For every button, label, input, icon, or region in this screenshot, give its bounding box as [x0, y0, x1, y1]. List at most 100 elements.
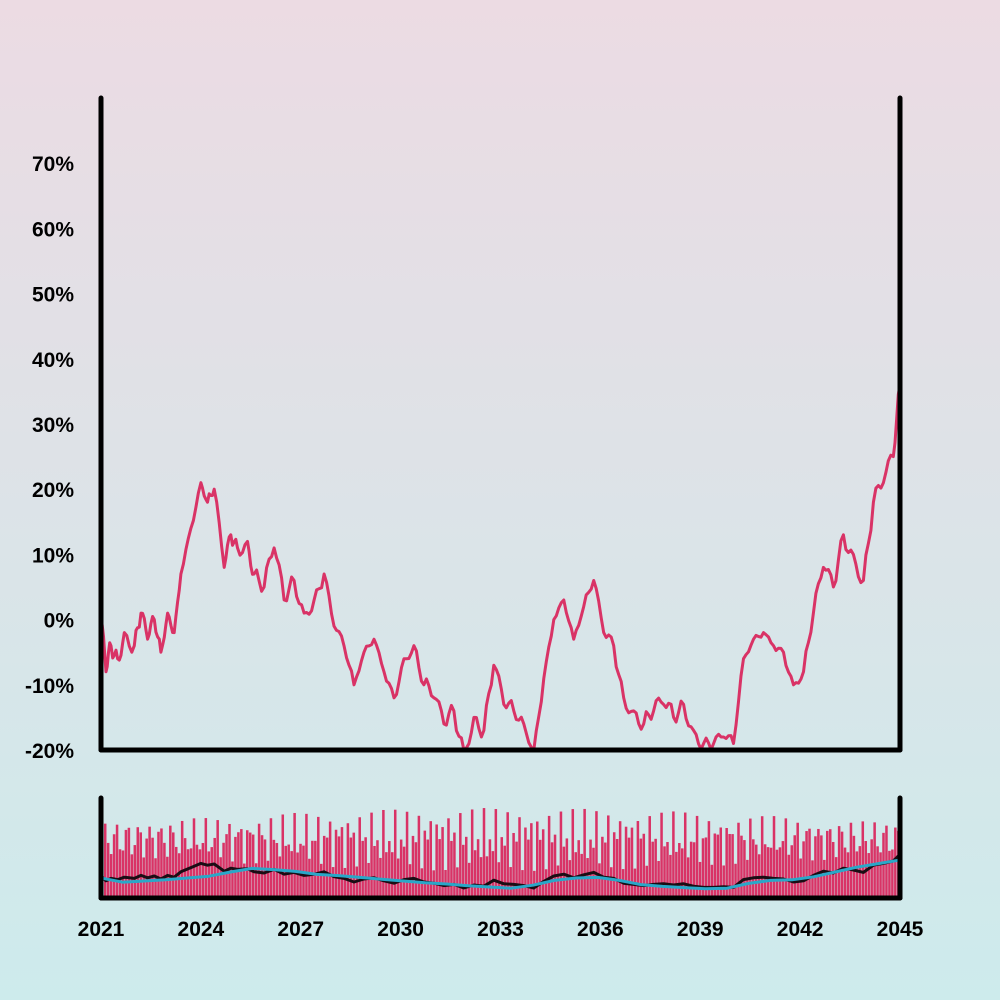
volume-bar: [823, 859, 826, 898]
volume-bar: [396, 858, 400, 898]
volume-bar: [462, 844, 465, 898]
volume-bar: [491, 851, 495, 898]
volume-bar: [385, 852, 388, 898]
volume-bar: [192, 818, 196, 898]
volume-bar: [651, 841, 654, 898]
volume-bar: [556, 865, 560, 898]
volume-bar: [802, 841, 805, 898]
volume-bar: [293, 812, 296, 898]
volume-bar: [873, 822, 876, 898]
volume-bar: [627, 837, 631, 898]
volume-bar: [515, 841, 518, 898]
volume-bar: [325, 837, 329, 898]
y-tick-label: -20%: [25, 740, 74, 763]
volume-bar: [438, 839, 441, 898]
volume-bar: [331, 867, 335, 898]
volume-bar: [311, 840, 314, 898]
volume-bar: [506, 812, 509, 898]
volume-bar: [760, 816, 764, 898]
volume-bar: [376, 840, 379, 898]
volume-bar: [399, 839, 403, 898]
volume-bar: [485, 856, 489, 898]
volume-bar: [639, 838, 643, 898]
volume-bar: [453, 832, 456, 898]
x-tick-label: 2027: [277, 918, 324, 941]
volume-bar: [837, 826, 841, 898]
volume-bar: [609, 867, 613, 898]
volume-bar: [198, 849, 202, 898]
volume-bar: [867, 853, 870, 898]
volume-bar: [583, 808, 586, 898]
volume-bar: [388, 841, 391, 898]
volume-bar: [467, 862, 471, 898]
volume-bar: [257, 823, 261, 898]
volume-bar: [266, 860, 270, 898]
volume-bar: [216, 820, 219, 898]
y-tick-label: 60%: [32, 218, 74, 241]
volume-bar: [749, 818, 752, 898]
volume-bar: [290, 851, 293, 898]
volume-bar: [734, 863, 737, 898]
volume-bar: [251, 834, 255, 898]
volume-bar: [615, 839, 619, 898]
volume-bar: [414, 842, 418, 898]
volume-bar: [500, 837, 504, 898]
volume-bar: [346, 823, 350, 898]
volume-bar: [476, 839, 480, 898]
volume-bar: [601, 836, 604, 898]
x-axis-tick-labels: 2021 2024 2027 2030 2033 2036 2039 2042 2045: [78, 918, 924, 941]
volume-bar: [550, 842, 554, 898]
volume-bar: [565, 838, 569, 898]
volume-bar: [281, 814, 285, 898]
volume-bar: [340, 827, 344, 898]
volume-bar: [695, 815, 699, 898]
volume-bar: [228, 823, 231, 898]
volume-bar: [527, 839, 530, 898]
volume-bar: [337, 836, 341, 898]
y-tick-label: 0%: [44, 610, 75, 633]
volume-bar: [393, 809, 397, 898]
volume-bar: [666, 842, 669, 898]
volume-bar: [826, 830, 829, 898]
volume-bar: [831, 841, 835, 898]
volume-bar: [334, 829, 338, 898]
volume-bar: [166, 856, 169, 898]
volume-bar: [731, 834, 734, 898]
volume-bar: [518, 817, 521, 898]
volume-bar: [713, 833, 717, 898]
volume-bar: [828, 829, 832, 898]
volume-bar: [254, 863, 258, 898]
volume-bar: [112, 834, 116, 898]
volume-bar: [683, 812, 687, 898]
volume-bar: [317, 816, 320, 898]
series-line: [101, 384, 900, 750]
volume-bar: [817, 828, 820, 898]
volume-bar: [624, 826, 628, 898]
volume-bar: [571, 809, 575, 898]
volume-bar: [234, 836, 237, 898]
volume-bar: [243, 863, 246, 898]
volume-bar: [352, 832, 356, 898]
volume-bar: [225, 834, 228, 898]
volume-bar: [607, 815, 610, 898]
volume-bar: [172, 832, 175, 898]
volume-bar: [645, 865, 649, 898]
volume-bar: [811, 860, 814, 898]
volume-bar: [855, 851, 859, 898]
volume-bar: [530, 823, 533, 898]
volume-bar: [195, 844, 199, 898]
volume-bar: [630, 827, 634, 898]
volume-bar: [663, 846, 666, 898]
volume-bar: [728, 833, 731, 898]
volume-bar: [876, 846, 879, 898]
volume-bar: [207, 851, 211, 898]
volume-bar: [681, 848, 684, 898]
volume-bar: [314, 840, 317, 898]
volume-bar: [237, 832, 240, 898]
volume-bar: [148, 826, 151, 898]
x-tick-label: 2024: [178, 918, 225, 941]
volume-bar: [201, 842, 205, 898]
y-tick-label: -10%: [25, 675, 74, 698]
volume-bar: [426, 839, 430, 898]
volume-bar: [174, 846, 178, 898]
